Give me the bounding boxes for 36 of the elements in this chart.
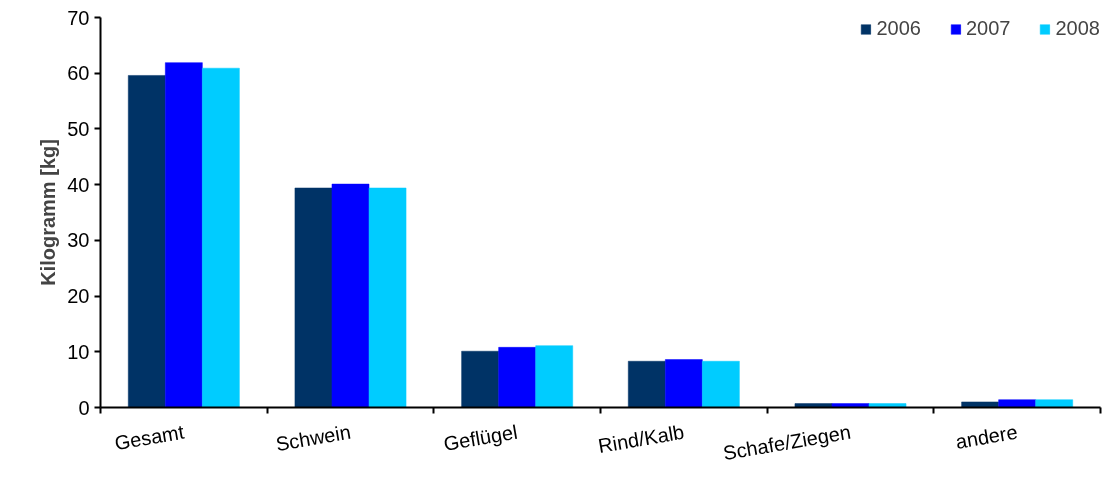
bar <box>368 187 407 408</box>
x-tick-label: Rind/Kalb <box>596 420 686 458</box>
bar <box>202 67 240 408</box>
bar <box>128 75 166 408</box>
bar <box>868 403 907 408</box>
legend-label: 2008 <box>1055 17 1100 40</box>
y-tick-label: 60 <box>67 62 90 85</box>
bar <box>665 359 703 408</box>
y-tick-label: 40 <box>67 173 90 196</box>
x-tick-label: andere <box>953 420 1020 453</box>
y-tick-label: 30 <box>67 229 90 252</box>
bar <box>294 187 333 408</box>
bar <box>794 403 833 408</box>
legend-label: 2007 <box>966 17 1011 40</box>
legend-label: 2006 <box>876 17 921 40</box>
bar <box>1035 399 1073 408</box>
bar <box>165 62 203 408</box>
x-tick-label: Schafe/Ziegen <box>721 420 853 465</box>
y-tick-label: 70 <box>67 6 90 29</box>
y-tick-label: 20 <box>67 285 90 308</box>
bar <box>498 347 536 408</box>
bar <box>628 361 666 408</box>
y-axis-title: Kilogramm [kg] <box>37 139 60 286</box>
y-tick-label: 50 <box>67 117 90 140</box>
y-tick-label: 10 <box>67 340 90 363</box>
bar <box>961 401 999 408</box>
bar <box>331 183 370 408</box>
bar <box>461 350 499 408</box>
bar <box>831 403 870 408</box>
bar <box>998 399 1036 408</box>
y-tick-label: 0 <box>78 396 90 419</box>
bar <box>702 361 740 408</box>
bar <box>535 345 573 408</box>
x-tick-label: Schwein <box>274 420 353 456</box>
x-tick-label: Geflügel <box>441 420 520 455</box>
x-tick-label: Gesamt <box>112 420 187 455</box>
